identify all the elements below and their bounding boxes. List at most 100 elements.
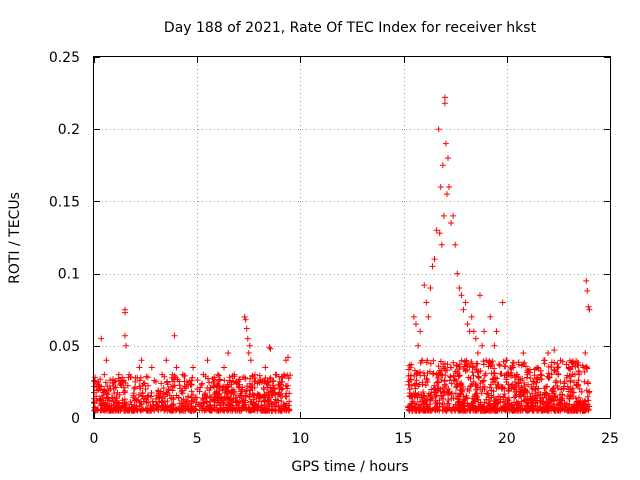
data-point	[198, 381, 205, 388]
data-point	[275, 373, 282, 380]
data-point	[545, 396, 552, 403]
data-point	[244, 383, 251, 390]
data-point	[490, 400, 497, 407]
data-point	[421, 400, 428, 407]
data-point	[163, 378, 170, 385]
data-point	[472, 406, 479, 413]
data-point	[441, 389, 448, 396]
y-axis-label: ROTI / TECUs	[7, 192, 23, 284]
data-point	[246, 342, 253, 349]
data-point	[553, 404, 560, 411]
data-point	[480, 358, 487, 365]
data-point	[267, 374, 274, 381]
data-point	[505, 397, 512, 404]
data-point	[439, 393, 446, 400]
data-point	[470, 372, 477, 379]
data-point	[256, 379, 263, 386]
data-point	[438, 241, 445, 248]
data-point	[563, 406, 570, 413]
data-point	[480, 361, 487, 368]
data-point	[117, 381, 124, 388]
data-point	[441, 100, 448, 107]
data-point	[466, 364, 473, 371]
data-point	[183, 405, 190, 412]
data-point	[405, 378, 412, 385]
chart-title: Day 188 of 2021, Rate Of TEC Index for r…	[164, 20, 537, 36]
data-point	[418, 392, 425, 399]
data-point	[554, 382, 561, 389]
data-point	[239, 384, 246, 391]
x-axis-label: GPS time / hours	[291, 459, 408, 475]
data-point	[188, 394, 195, 401]
data-point	[500, 358, 507, 365]
data-point	[435, 363, 442, 370]
data-point	[454, 382, 461, 389]
data-point	[173, 406, 180, 413]
data-point	[261, 391, 268, 398]
data-point	[567, 385, 574, 392]
data-point	[235, 404, 242, 411]
data-point	[472, 391, 479, 398]
data-point	[177, 385, 184, 392]
data-point	[221, 364, 228, 371]
data-point	[157, 388, 164, 395]
data-point	[194, 377, 201, 384]
data-point	[463, 394, 470, 401]
data-point	[216, 386, 223, 393]
data-point	[192, 406, 199, 413]
data-point	[119, 397, 126, 404]
data-point	[164, 381, 171, 388]
data-point	[271, 385, 278, 392]
data-point	[504, 370, 511, 377]
data-point	[491, 401, 498, 408]
data-point	[474, 360, 481, 367]
data-point	[458, 292, 465, 299]
data-point	[145, 382, 152, 389]
data-point	[441, 94, 448, 101]
data-point	[112, 396, 119, 403]
data-point	[176, 378, 183, 385]
data-point	[467, 360, 474, 367]
data-point	[484, 391, 491, 398]
data-point	[437, 183, 444, 190]
data-point	[256, 378, 263, 385]
data-point	[173, 364, 180, 371]
data-point	[474, 369, 481, 376]
data-point	[420, 407, 427, 414]
data-point	[561, 378, 568, 385]
x-tick-label: 20	[498, 431, 516, 447]
data-point	[424, 370, 431, 377]
data-point	[558, 397, 565, 404]
data-point	[517, 392, 524, 399]
data-point	[501, 399, 508, 406]
data-points	[91, 94, 593, 414]
data-point	[553, 377, 560, 384]
data-point	[227, 395, 234, 402]
data-point	[251, 406, 258, 413]
data-point	[244, 335, 251, 342]
data-point	[130, 394, 137, 401]
data-point	[551, 347, 558, 354]
data-point	[106, 383, 113, 390]
data-point	[555, 371, 562, 378]
data-point	[476, 374, 483, 381]
data-point	[548, 371, 555, 378]
data-point	[198, 399, 205, 406]
data-point	[219, 400, 226, 407]
data-point	[113, 394, 120, 401]
data-point	[423, 375, 430, 382]
data-point	[190, 364, 197, 371]
data-point	[128, 401, 135, 408]
data-point	[406, 393, 413, 400]
data-point	[408, 382, 415, 389]
data-point	[240, 373, 247, 380]
data-point	[275, 390, 282, 397]
data-point	[181, 372, 188, 379]
data-point	[165, 387, 172, 394]
data-point	[499, 299, 506, 306]
data-point	[241, 313, 248, 320]
data-point	[430, 370, 437, 377]
data-point	[541, 391, 548, 398]
data-point	[557, 357, 564, 364]
